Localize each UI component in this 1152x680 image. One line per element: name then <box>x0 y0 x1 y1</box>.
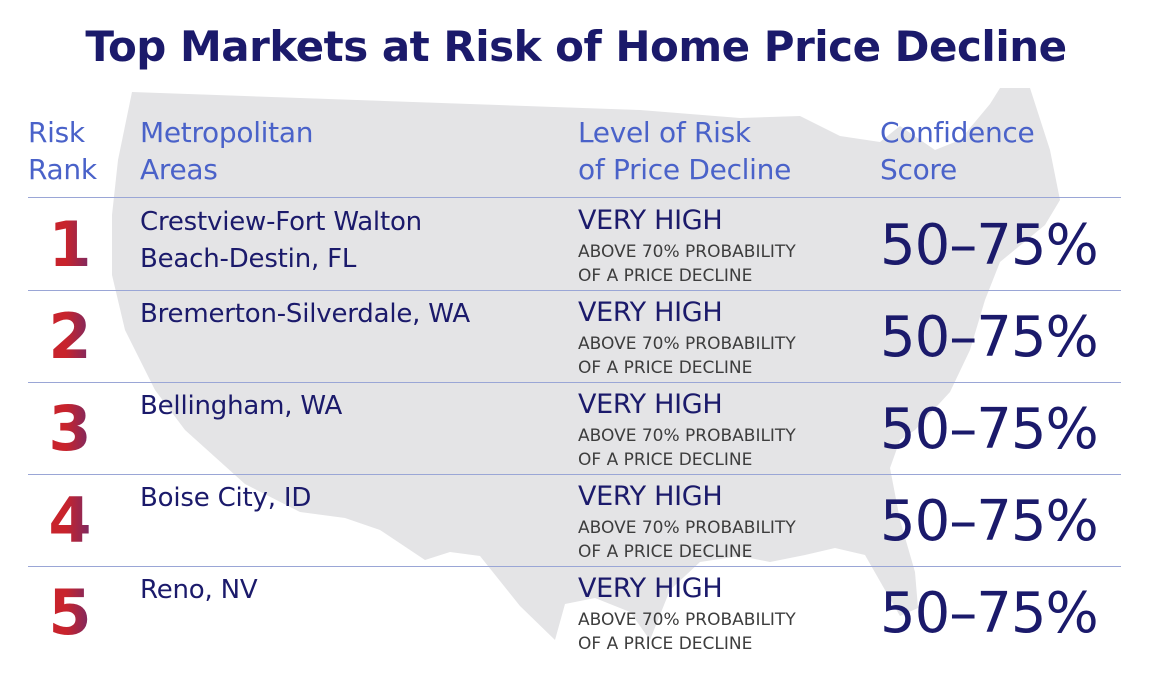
header-risk-rank-line2: Rank <box>28 153 97 186</box>
risk-rank: 5 <box>30 576 110 649</box>
metro-area-line1: Reno, NV <box>140 575 258 605</box>
row-divider <box>28 197 1121 198</box>
metro-area: Bremerton-Silverdale, WA <box>140 296 570 333</box>
metro-area-line2: Beach-Destin, FL <box>140 244 357 274</box>
header-confidence-score: Confidence Score <box>880 114 1035 188</box>
header-level-line2: of Price Decline <box>578 153 792 186</box>
metro-area: Bellingham, WA <box>140 388 570 425</box>
risk-rank: 2 <box>30 300 110 373</box>
confidence-score: 50–75% <box>880 489 1099 554</box>
risk-description-line1: ABOVE 70% PROBABILITY <box>578 334 796 354</box>
row-divider <box>28 566 1121 567</box>
risk-description-line2: OF A PRICE DECLINE <box>578 542 753 562</box>
risk-description: ABOVE 70% PROBABILITY OF A PRICE DECLINE <box>578 516 868 564</box>
risk-description-line2: OF A PRICE DECLINE <box>578 450 753 470</box>
risk-rank: 3 <box>30 392 110 465</box>
page-title: Top Markets at Risk of Home Price Declin… <box>85 22 1067 71</box>
header-level-of-risk: Level of Risk of Price Decline <box>578 114 791 188</box>
table-row: 5 Reno, NV VERY HIGH ABOVE 70% PROBABILI… <box>0 566 1152 658</box>
metro-area: Crestview-Fort Walton Beach-Destin, FL <box>140 204 570 278</box>
metro-area-line1: Bremerton-Silverdale, WA <box>140 299 470 329</box>
risk-rank: 1 <box>30 208 110 281</box>
confidence-score: 50–75% <box>880 213 1099 278</box>
table-row: 3 Bellingham, WA VERY HIGH ABOVE 70% PRO… <box>0 382 1152 474</box>
risk-description: ABOVE 70% PROBABILITY OF A PRICE DECLINE <box>578 608 868 656</box>
risk-level: VERY HIGH <box>578 297 723 328</box>
header-level-line1: Level of Risk <box>578 116 751 149</box>
risk-description-line1: ABOVE 70% PROBABILITY <box>578 518 796 538</box>
confidence-score: 50–75% <box>880 581 1099 646</box>
metro-area-line1: Crestview-Fort Walton <box>140 207 422 237</box>
risk-level: VERY HIGH <box>578 205 723 236</box>
risk-rank: 4 <box>30 484 110 557</box>
metro-area: Boise City, ID <box>140 480 570 517</box>
header-score-line2: Score <box>880 153 957 186</box>
metro-area: Reno, NV <box>140 572 570 609</box>
header-risk-rank-line1: Risk <box>28 116 85 149</box>
risk-description-line2: OF A PRICE DECLINE <box>578 634 753 654</box>
confidence-score: 50–75% <box>880 397 1099 462</box>
risk-description-line1: ABOVE 70% PROBABILITY <box>578 242 796 262</box>
risk-description-line2: OF A PRICE DECLINE <box>578 266 753 286</box>
risk-level: VERY HIGH <box>578 481 723 512</box>
header-area-line1: Metropolitan <box>140 116 314 149</box>
risk-description-line2: OF A PRICE DECLINE <box>578 358 753 378</box>
risk-description: ABOVE 70% PROBABILITY OF A PRICE DECLINE <box>578 240 868 288</box>
table-row: 2 Bremerton-Silverdale, WA VERY HIGH ABO… <box>0 290 1152 382</box>
risk-description: ABOVE 70% PROBABILITY OF A PRICE DECLINE <box>578 332 868 380</box>
metro-area-line1: Bellingham, WA <box>140 391 343 421</box>
table-row: 1 Crestview-Fort Walton Beach-Destin, FL… <box>0 198 1152 290</box>
header-score-line1: Confidence <box>880 116 1035 149</box>
header-metropolitan-areas: Metropolitan Areas <box>140 114 313 188</box>
risk-level: VERY HIGH <box>578 389 723 420</box>
row-divider <box>28 290 1121 291</box>
risk-description: ABOVE 70% PROBABILITY OF A PRICE DECLINE <box>578 424 868 472</box>
header-risk-rank: Risk Rank <box>28 114 97 188</box>
risk-description-line1: ABOVE 70% PROBABILITY <box>578 610 796 630</box>
header-area-line2: Areas <box>140 153 218 186</box>
confidence-score: 50–75% <box>880 305 1099 370</box>
row-divider <box>28 382 1121 383</box>
risk-level: VERY HIGH <box>578 573 723 604</box>
table-row: 4 Boise City, ID VERY HIGH ABOVE 70% PRO… <box>0 474 1152 566</box>
metro-area-line1: Boise City, ID <box>140 483 312 513</box>
row-divider <box>28 474 1121 475</box>
risk-description-line1: ABOVE 70% PROBABILITY <box>578 426 796 446</box>
